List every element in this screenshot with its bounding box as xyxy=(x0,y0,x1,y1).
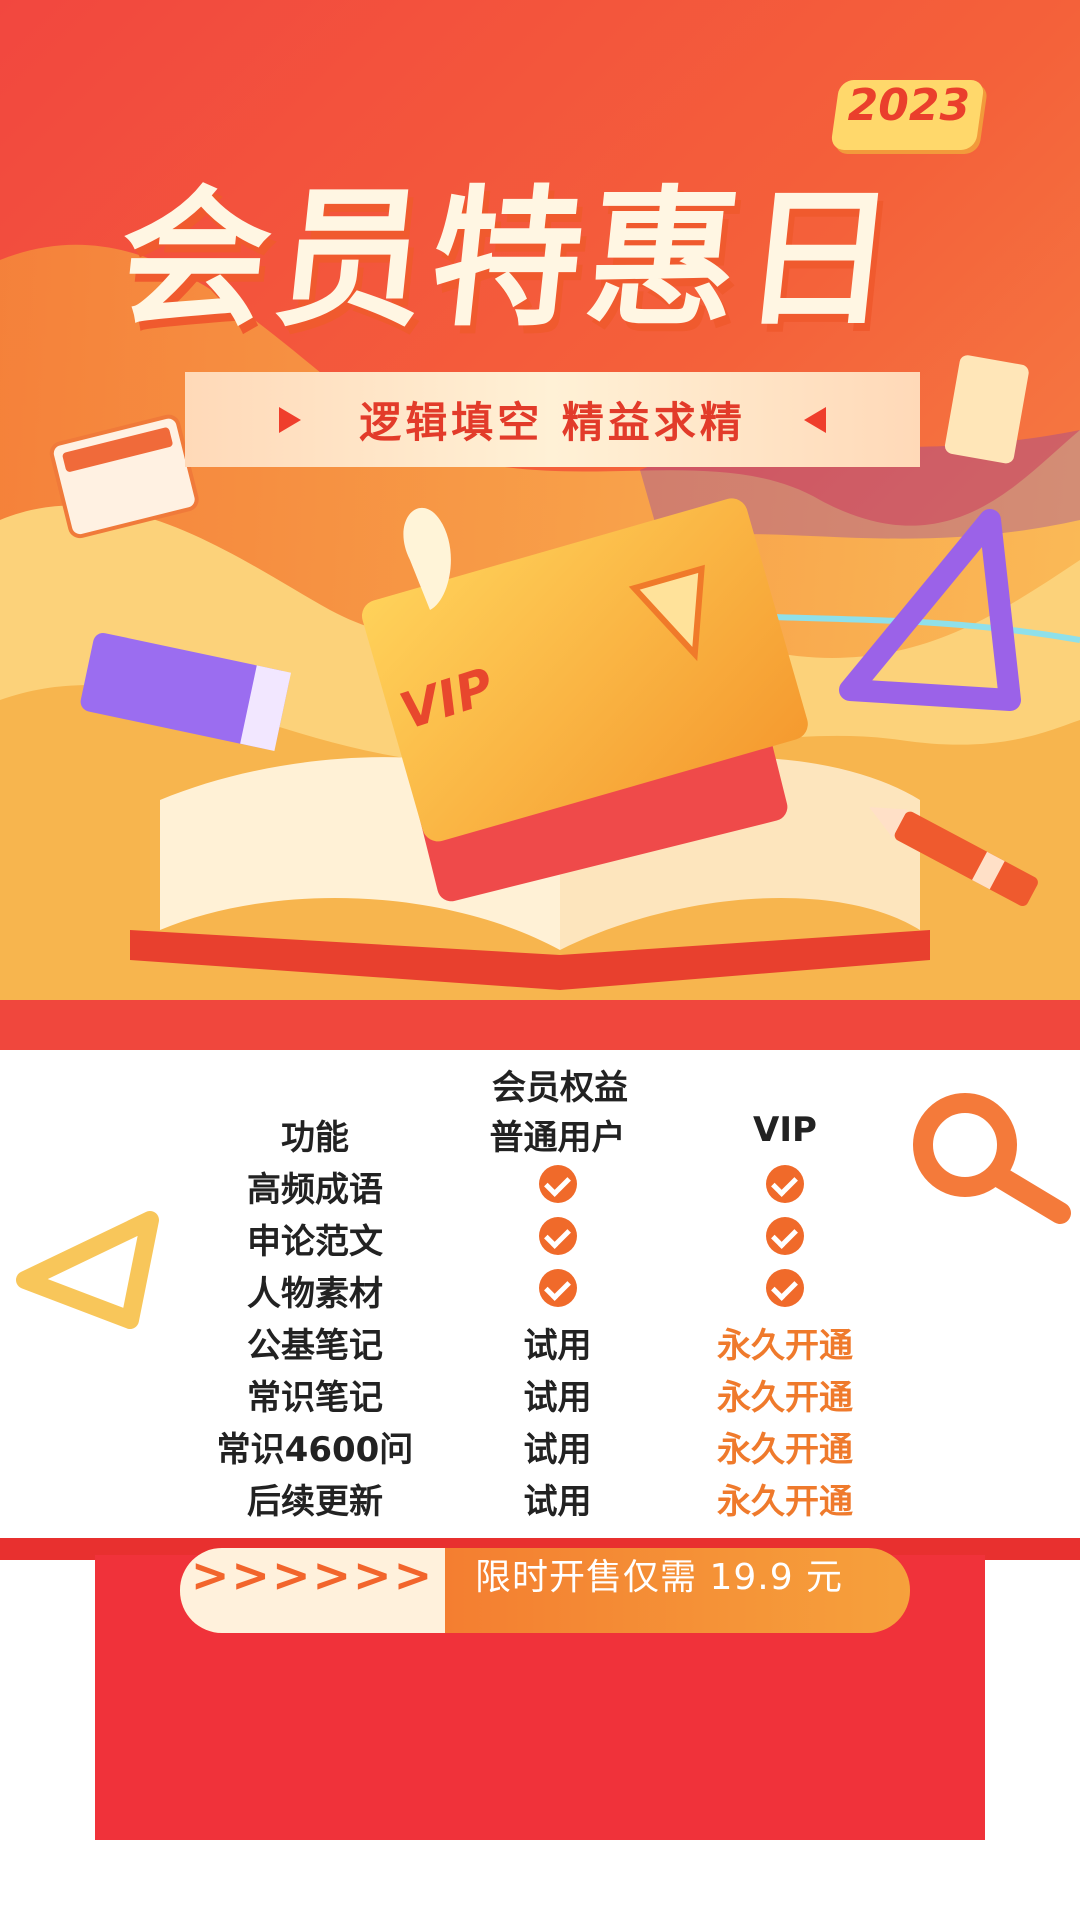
divider-band xyxy=(0,1000,1080,1050)
column-header-vip: VIP xyxy=(753,1110,817,1150)
normal-cell xyxy=(455,1266,660,1318)
check-icon xyxy=(766,1216,804,1255)
normal-cell: 试用 xyxy=(523,1326,592,1366)
hero-illustration xyxy=(0,0,1080,1050)
check-icon xyxy=(538,1216,577,1255)
year-label: 2023 xyxy=(847,80,971,131)
triangle-ruler-icon xyxy=(16,1211,159,1329)
vip-cell: 永久开通 xyxy=(717,1430,853,1470)
benefits-heading: 会员权益 xyxy=(492,1068,628,1108)
table-header-row: 功能 普通用户 VIP xyxy=(0,1110,1080,1162)
vip-cell xyxy=(680,1266,890,1318)
vip-cell: 永久开通 xyxy=(717,1326,853,1366)
slogan-text: 逻辑填空 精益求精 xyxy=(359,398,746,447)
vip-cell xyxy=(680,1162,890,1214)
normal-cell: 试用 xyxy=(523,1378,592,1418)
vip-cell: 永久开通 xyxy=(717,1378,853,1418)
feature-name: 常识4600问 xyxy=(216,1430,414,1470)
feature-name: 高频成语 xyxy=(247,1170,383,1210)
vip-card-icon xyxy=(361,498,808,842)
check-icon xyxy=(538,1268,577,1307)
check-icon xyxy=(538,1164,577,1203)
table-row: 常识笔记 试用 永久开通 xyxy=(0,1370,1080,1422)
slogan-ribbon: 逻辑填空 精益求精 xyxy=(185,372,920,467)
magnifier-icon xyxy=(913,1093,1071,1224)
feature-name: 公基笔记 xyxy=(247,1326,383,1366)
arrow-left-icon xyxy=(803,406,826,433)
feature-name: 后续更新 xyxy=(247,1482,383,1522)
pencil-icon xyxy=(869,807,1038,907)
table-row: 人物素材 xyxy=(0,1266,1080,1318)
arrows-icon: >>>>>> xyxy=(180,1548,485,1633)
vip-cell: 永久开通 xyxy=(717,1482,853,1522)
normal-cell xyxy=(455,1214,660,1266)
book-icon xyxy=(80,632,292,751)
table-row: 申论范文 xyxy=(0,1214,1080,1266)
normal-cell xyxy=(455,1162,660,1214)
feature-name: 人物素材 xyxy=(247,1274,383,1314)
normal-cell: 试用 xyxy=(523,1430,592,1470)
table-row: 公基笔记 试用 永久开通 xyxy=(0,1318,1080,1370)
table-row: 后续更新 试用 永久开通 xyxy=(0,1474,1080,1526)
vip-cell xyxy=(680,1214,890,1266)
arrow-right-icon xyxy=(279,406,302,433)
normal-cell: 试用 xyxy=(523,1482,592,1522)
triangle-ruler-icon xyxy=(839,509,1021,711)
column-header-normal: 普通用户 xyxy=(489,1118,626,1158)
calculator-icon xyxy=(49,414,199,539)
feature-name: 常识笔记 xyxy=(247,1378,383,1418)
check-icon xyxy=(766,1268,804,1307)
hero-banner: 2023 会员特惠日 逻辑填空 精益求精 VIP xyxy=(0,0,1080,1050)
column-header-feature: 功能 xyxy=(281,1118,349,1158)
table-row: 常识4600问 试用 永久开通 xyxy=(0,1422,1080,1474)
feature-name: 申论范文 xyxy=(247,1222,383,1262)
check-icon xyxy=(766,1164,804,1203)
page-title: 会员特惠日 xyxy=(110,173,910,347)
table-row: 高频成语 xyxy=(0,1162,1080,1214)
year-badge: 2023 xyxy=(830,80,985,150)
purchase-button-label[interactable]: 限时开售仅需 19.9 元 xyxy=(475,1557,844,1598)
